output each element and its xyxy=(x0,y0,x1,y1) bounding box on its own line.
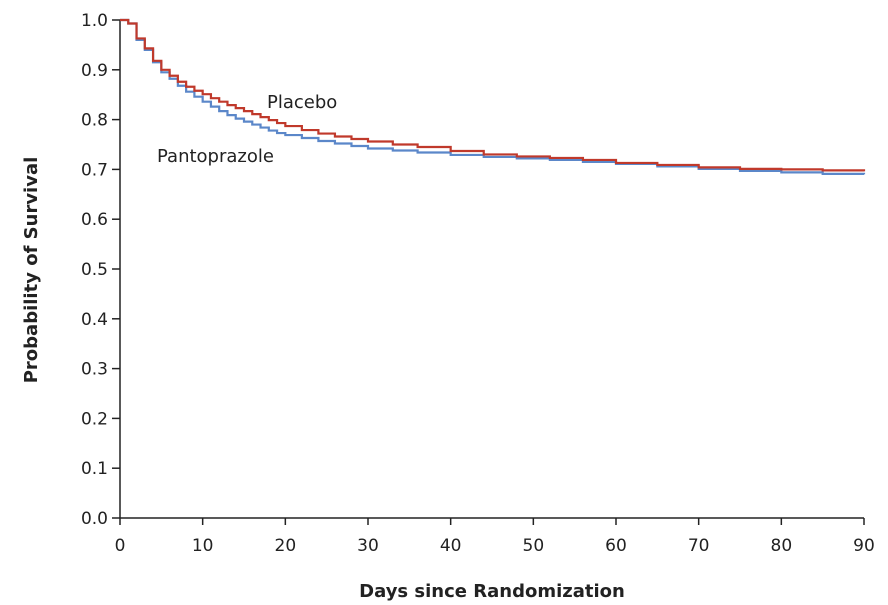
y-axis-title: Probability of Survival xyxy=(21,157,42,384)
y-tick-label: 0.7 xyxy=(81,160,108,180)
x-tick-label: 90 xyxy=(853,536,875,556)
x-tick-label: 40 xyxy=(440,536,462,556)
series-line-placebo xyxy=(120,18,866,172)
x-tick-label: 0 xyxy=(115,536,126,556)
y-tick-label: 0.0 xyxy=(81,509,108,529)
y-tick-label: 0.8 xyxy=(81,111,108,131)
y-tick-label: 0.9 xyxy=(81,61,108,81)
x-tick-label: 70 xyxy=(688,536,710,556)
x-tick-label: 20 xyxy=(275,536,297,556)
series-group xyxy=(120,18,866,175)
x-tick-label: 10 xyxy=(192,536,214,556)
series-label-pantoprazole: Pantoprazole xyxy=(157,146,274,167)
y-tick-label: 0.1 xyxy=(81,459,108,479)
axes xyxy=(119,20,864,519)
y-ticks: 0.0 0.1 0.2 0.3 0.4 0.5 0.6 0.7 0.8 0.9 1.0 xyxy=(81,11,120,529)
x-axis-title: Days since Randomization xyxy=(359,581,625,602)
x-tick-label: 60 xyxy=(605,536,627,556)
y-tick-label: 1.0 xyxy=(81,11,108,31)
x-tick-label: 30 xyxy=(357,536,379,556)
x-tick-label: 80 xyxy=(771,536,793,556)
y-tick-label: 0.6 xyxy=(81,210,108,230)
y-tick-label: 0.4 xyxy=(81,310,108,330)
y-tick-label: 0.3 xyxy=(81,360,108,380)
y-tick-label: 0.5 xyxy=(81,260,108,280)
series-label-placebo: Placebo xyxy=(267,92,337,113)
x-tick-label: 50 xyxy=(523,536,545,556)
x-ticks: 0 10 20 30 40 50 60 70 80 90 xyxy=(115,518,875,556)
y-tick-label: 0.2 xyxy=(81,409,108,429)
